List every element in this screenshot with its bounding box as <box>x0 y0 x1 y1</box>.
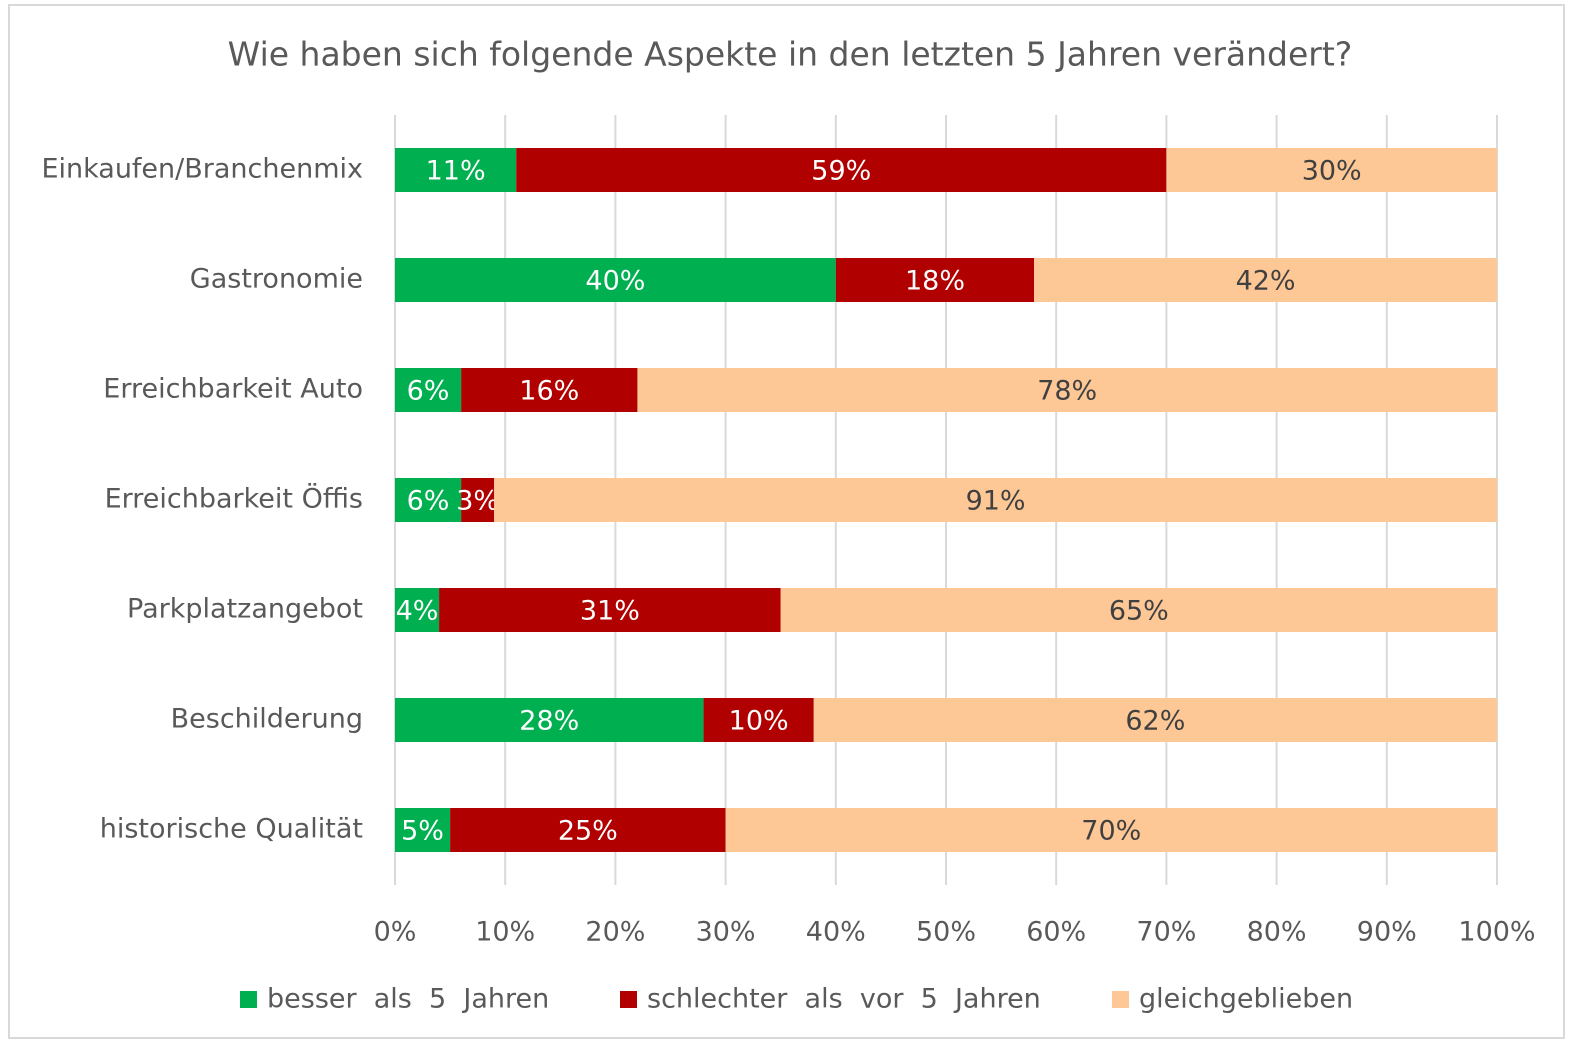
x-tick-label: 30% <box>696 917 756 948</box>
x-tick-label: 20% <box>585 917 645 948</box>
bar-segment <box>395 258 836 302</box>
data-label: 42% <box>1236 266 1296 297</box>
y-tick-label: Gastronomie <box>190 264 363 295</box>
bar-segment <box>395 698 704 742</box>
data-label: 6% <box>407 486 450 517</box>
bar-segment <box>395 478 462 522</box>
legend-swatch <box>240 991 257 1008</box>
data-label: 10% <box>729 706 789 737</box>
x-tick-label: 0% <box>374 917 417 948</box>
data-label: 31% <box>580 596 640 627</box>
bar-segment <box>395 368 462 412</box>
data-label: 25% <box>558 816 618 847</box>
bar-segment <box>461 478 495 522</box>
x-tick-label: 40% <box>806 917 866 948</box>
bar-segment <box>637 368 1497 412</box>
bar-segment <box>439 588 781 632</box>
data-label: 30% <box>1302 156 1362 187</box>
data-label: 91% <box>966 486 1026 517</box>
bar-segment <box>395 588 440 632</box>
data-label: 16% <box>519 376 579 407</box>
bar-segment <box>395 148 517 192</box>
data-label: 59% <box>811 156 871 187</box>
data-label: 3% <box>456 486 499 517</box>
legend-swatch <box>1112 991 1129 1008</box>
y-tick-label: Erreichbarkeit Öffis <box>105 483 363 515</box>
data-label: 40% <box>585 266 645 297</box>
bar-segment <box>813 698 1497 742</box>
data-label: 5% <box>401 816 444 847</box>
bar-segment <box>516 148 1167 192</box>
y-tick-label: historische Qualität <box>100 814 363 845</box>
data-label: 4% <box>396 596 439 627</box>
x-tick-label: 80% <box>1247 917 1307 948</box>
y-tick-label: Beschilderung <box>171 704 363 735</box>
x-tick-label: 90% <box>1357 917 1417 948</box>
legend-swatch <box>620 991 637 1008</box>
data-label: 28% <box>519 706 579 737</box>
y-tick-label: Erreichbarkeit Auto <box>103 374 363 405</box>
legend-label: besser als 5 Jahren <box>267 984 549 1015</box>
data-label: 18% <box>905 266 965 297</box>
bar-segment <box>461 368 638 412</box>
x-tick-label: 60% <box>1026 917 1086 948</box>
bar-segment <box>494 478 1497 522</box>
x-tick-label: 100% <box>1458 917 1535 948</box>
data-label: 62% <box>1125 706 1185 737</box>
bar-segment <box>1166 148 1497 192</box>
data-label: 6% <box>407 376 450 407</box>
bar-segment <box>450 808 726 852</box>
data-label: 70% <box>1081 816 1141 847</box>
chart-title: Wie haben sich folgende Aspekte in den l… <box>228 35 1353 74</box>
bar-segment <box>835 258 1035 302</box>
legend-label: schlechter als vor 5 Jahren <box>647 984 1041 1015</box>
x-tick-label: 50% <box>916 917 976 948</box>
data-label: 11% <box>426 156 486 187</box>
bar-segment <box>725 808 1497 852</box>
bar-segment <box>703 698 814 742</box>
x-tick-label: 70% <box>1136 917 1196 948</box>
bar-segment <box>395 808 451 852</box>
data-label: 65% <box>1109 596 1169 627</box>
bar-segment <box>780 588 1497 632</box>
legend-label: gleichgeblieben <box>1139 984 1353 1015</box>
x-tick-label: 10% <box>475 917 535 948</box>
data-label: 78% <box>1037 376 1097 407</box>
y-tick-label: Parkplatzangebot <box>127 594 363 625</box>
y-tick-label: Einkaufen/Branchenmix <box>41 154 363 185</box>
bar-segment <box>1034 258 1497 302</box>
